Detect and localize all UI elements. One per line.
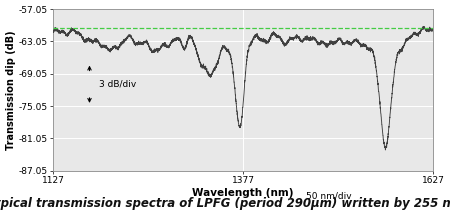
Y-axis label: Transmission dip (dB): Transmission dip (dB) [5, 30, 16, 150]
Text: 3 dB/div: 3 dB/div [99, 80, 136, 89]
Text: Typical transmission spectra of LPFG (period 290μm) written by 255 nm: Typical transmission spectra of LPFG (pe… [0, 197, 450, 210]
Text: 50 nm/div: 50 nm/div [306, 191, 352, 200]
X-axis label: Wavelength (nm): Wavelength (nm) [192, 188, 294, 198]
